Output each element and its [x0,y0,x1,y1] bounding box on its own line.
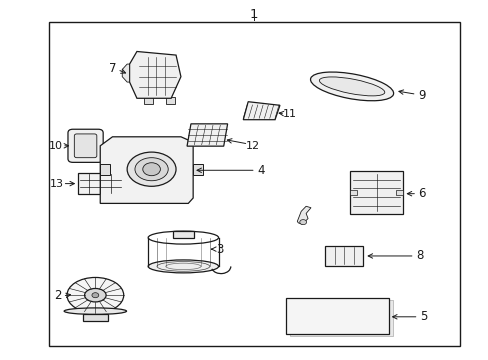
Text: 5: 5 [419,310,427,323]
Bar [166,97,175,104]
FancyBboxPatch shape [68,129,103,162]
Polygon shape [129,51,181,98]
Polygon shape [100,137,193,203]
Bar [395,190,403,195]
Circle shape [92,293,99,298]
Circle shape [142,163,160,176]
Ellipse shape [84,288,106,302]
Bar [144,97,153,104]
Text: 12: 12 [246,141,260,151]
Circle shape [299,220,306,225]
Bar [172,231,194,238]
Polygon shape [122,64,129,82]
Bar [325,246,363,266]
Bar [83,314,107,321]
Bar [349,171,403,214]
Polygon shape [243,102,279,120]
Text: 6: 6 [417,187,425,200]
Text: 13: 13 [50,179,63,189]
Text: 7: 7 [108,62,116,75]
Bar [100,164,110,175]
Bar [193,164,203,175]
Text: 9: 9 [417,89,425,102]
Bar [78,173,122,194]
Polygon shape [186,124,227,146]
Text: 10: 10 [49,141,63,151]
Bar [289,300,392,336]
Text: 11: 11 [283,109,296,119]
Ellipse shape [135,158,168,181]
Text: 8: 8 [415,249,423,262]
Bar [285,298,388,334]
Bar [49,22,459,346]
Polygon shape [297,206,310,224]
Ellipse shape [319,77,384,96]
Text: 4: 4 [256,164,264,177]
Ellipse shape [67,278,123,313]
Text: 2: 2 [54,289,61,302]
Text: 1: 1 [249,8,258,21]
Ellipse shape [310,72,393,101]
Bar [349,190,356,195]
Ellipse shape [64,308,126,314]
Ellipse shape [148,260,218,273]
Ellipse shape [127,152,176,186]
Text: 3: 3 [216,243,224,256]
FancyBboxPatch shape [74,134,97,158]
